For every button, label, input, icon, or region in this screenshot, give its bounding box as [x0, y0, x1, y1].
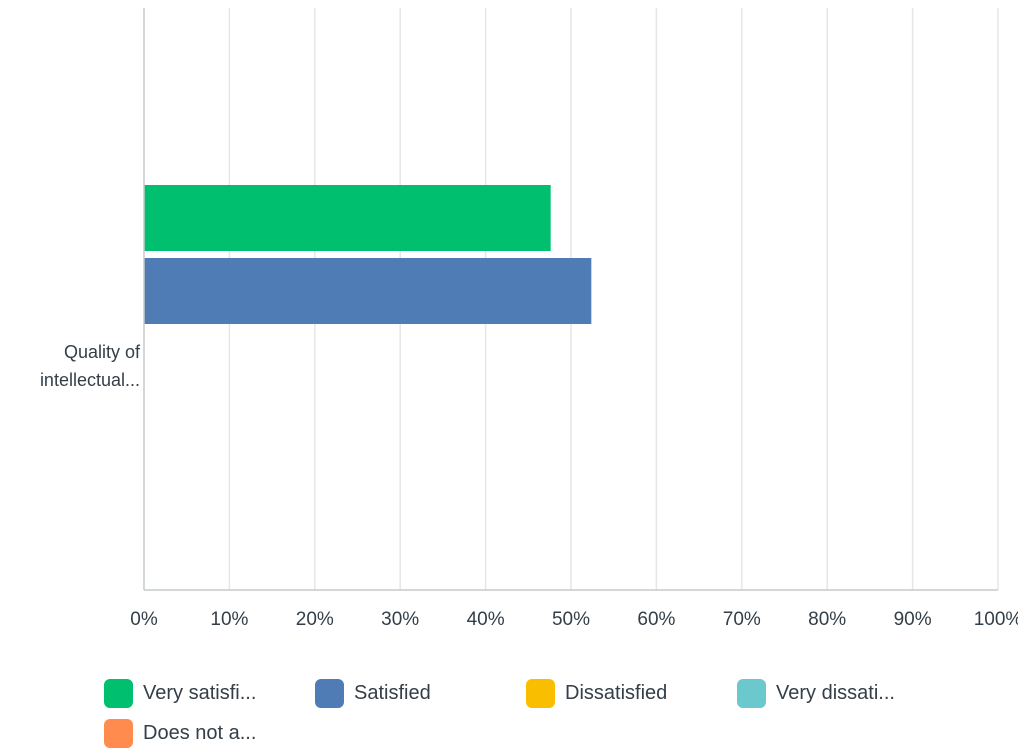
- legend-label: Very satisfi...: [143, 681, 257, 704]
- legend-item[interactable]: Satisfied: [315, 678, 431, 708]
- legend-swatch: [104, 718, 133, 748]
- legend-label: Very dissati...: [776, 681, 895, 704]
- category-labels: Quality of intellectual...: [40, 342, 141, 390]
- x-tick-label: 20%: [296, 609, 334, 630]
- legend-swatch: [104, 678, 133, 708]
- category-label: Quality of: [64, 342, 141, 362]
- legend-swatch: [526, 678, 555, 708]
- x-tick-label: 0%: [130, 609, 158, 630]
- x-tick-label: 30%: [381, 609, 419, 630]
- x-tick-label: 90%: [894, 609, 932, 630]
- x-tick-label: 10%: [210, 609, 248, 630]
- axes: [143, 8, 998, 591]
- x-tick-label: 50%: [552, 609, 590, 630]
- bar-satisfied[interactable]: [144, 258, 592, 324]
- x-tick-labels: 0% 10% 20% 30% 40% 50% 60% 70% 80% 90% 100%: [130, 609, 1018, 630]
- x-tick-label: 70%: [723, 609, 761, 630]
- legend-swatch: [315, 678, 344, 708]
- legend-item[interactable]: Dissatisfied: [526, 678, 667, 708]
- legend-item[interactable]: Very dissati...: [737, 678, 895, 708]
- x-tick-label: 100%: [974, 609, 1018, 630]
- legend-item[interactable]: Very satisfi...: [104, 678, 256, 708]
- legend-label: Satisfied: [354, 681, 431, 704]
- legend-label: Dissatisfied: [565, 681, 668, 704]
- x-tick-label: 60%: [637, 609, 675, 630]
- bars: [144, 185, 592, 324]
- x-tick-label: 40%: [467, 609, 505, 630]
- x-tick-label: 80%: [808, 609, 846, 630]
- legend-swatch: [737, 678, 766, 708]
- bar-very-satisfi[interactable]: [144, 185, 551, 251]
- legend-label: Does not a...: [143, 721, 257, 744]
- legend-item[interactable]: Does not a...: [104, 718, 256, 748]
- category-label: intellectual...: [40, 370, 140, 390]
- bar-chart: 0% 10% 20% 30% 40% 50% 60% 70% 80% 90% 100% Qualit…: [40, 8, 1018, 630]
